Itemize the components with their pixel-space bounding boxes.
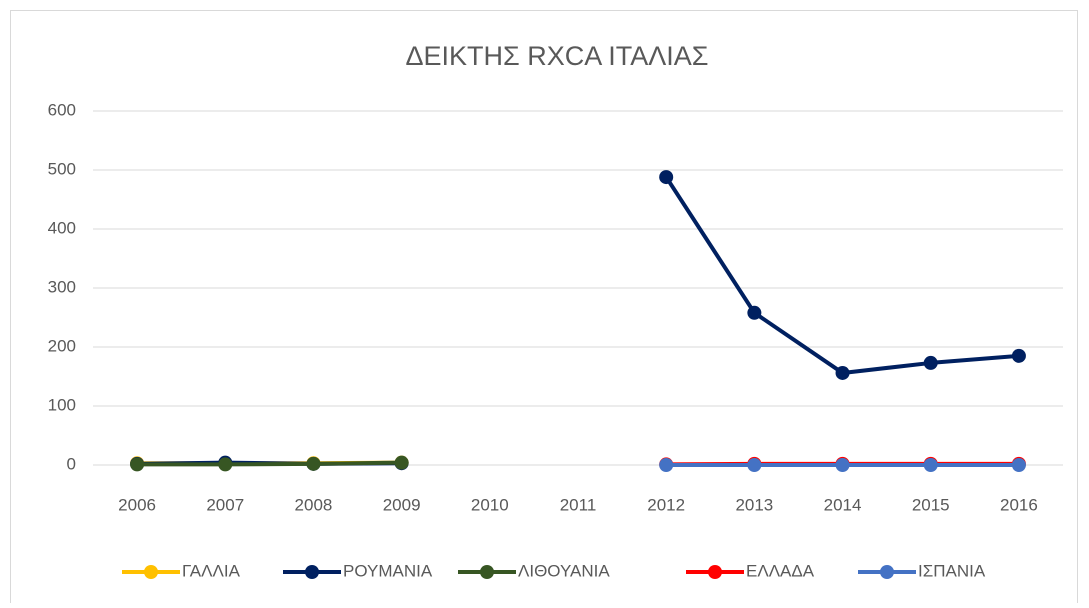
data-point xyxy=(747,458,762,472)
x-tick-label: 2016 xyxy=(1000,495,1038,514)
x-tick-label: 2011 xyxy=(560,495,597,514)
x-tick-label: 2009 xyxy=(383,495,421,514)
data-point xyxy=(1011,458,1026,472)
data-point xyxy=(394,455,409,470)
x-tick-label: 2006 xyxy=(118,495,156,514)
chart-border xyxy=(10,10,1078,608)
y-tick-label: 100 xyxy=(48,395,76,414)
x-tick-label: 2015 xyxy=(912,495,950,514)
legend-label: ΡΟΥΜΑΝΙΑ xyxy=(343,561,433,580)
y-tick-label: 300 xyxy=(48,277,76,296)
data-point xyxy=(923,458,938,472)
data-point xyxy=(835,458,850,472)
x-tick-label: 2014 xyxy=(824,495,862,514)
legend-marker xyxy=(880,565,894,579)
x-tick-label: 2012 xyxy=(647,495,685,514)
x-tick-label: 2013 xyxy=(735,495,773,514)
legend-marker xyxy=(708,565,722,579)
y-tick-label: 200 xyxy=(48,336,76,355)
legend-label: ΓΑΛΛΙΑ xyxy=(182,561,241,580)
data-point xyxy=(923,355,938,370)
series-line xyxy=(137,460,402,467)
chart-title: ΔΕΙΚΤΗΣ RXCA ΙΤΑΛΙΑΣ xyxy=(406,41,709,71)
data-point xyxy=(835,365,850,380)
data-point xyxy=(1011,348,1026,363)
y-tick-label: 500 xyxy=(48,159,76,178)
legend-marker xyxy=(144,565,158,579)
y-tick-label: 400 xyxy=(48,218,76,237)
data-point xyxy=(306,456,321,471)
data-point xyxy=(218,457,233,472)
y-tick-label: 0 xyxy=(67,454,76,473)
legend-marker xyxy=(305,565,319,579)
data-point xyxy=(130,457,145,472)
legend-label: ΛΙΘΟΥΑΝΙΑ xyxy=(518,561,610,580)
x-tick-label: 2008 xyxy=(295,495,333,514)
legend-label: ΕΛΛΑΔΑ xyxy=(746,561,815,580)
legend-marker xyxy=(480,565,494,579)
data-point xyxy=(659,458,674,472)
x-tick-label: 2007 xyxy=(206,495,244,514)
data-point xyxy=(747,305,762,320)
data-point xyxy=(659,170,674,185)
y-tick-label: 600 xyxy=(48,100,76,119)
x-tick-label: 2010 xyxy=(471,495,509,514)
legend-label: ΙΣΠΑΝΙΑ xyxy=(918,561,986,580)
